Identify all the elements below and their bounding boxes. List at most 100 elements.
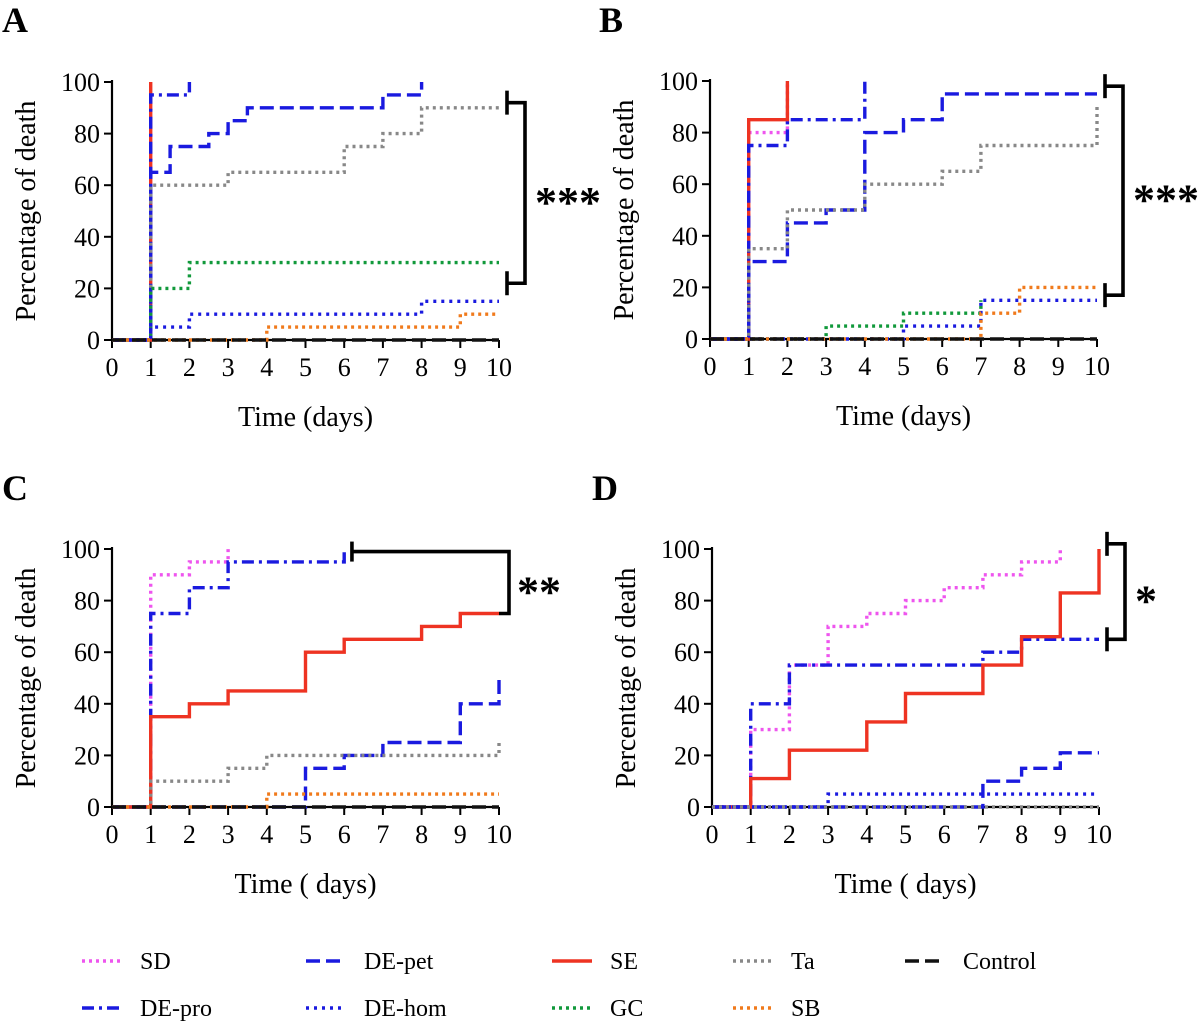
- panel-letter: A: [2, 0, 28, 40]
- x-tick-label: 5: [899, 820, 912, 849]
- legend-label: DE-pet: [364, 949, 434, 975]
- x-tick-label: 7: [974, 352, 987, 381]
- y-tick-label: 0: [87, 326, 100, 355]
- legend-item-SD: SD: [82, 949, 171, 975]
- x-tick-label: 9: [454, 820, 467, 849]
- series-line-GC: [710, 300, 983, 341]
- series-line-GC: [112, 260, 499, 342]
- x-tick-label: 1: [144, 820, 157, 849]
- x-tick-label: 4: [260, 820, 273, 849]
- x-tick-label: 3: [822, 820, 835, 849]
- y-tick-label: 80: [74, 587, 100, 616]
- y-tick-label: 40: [74, 223, 100, 252]
- series-line-SB: [112, 312, 499, 342]
- legend-label: SB: [791, 996, 820, 1022]
- x-tick-label: 8: [1015, 820, 1028, 849]
- panel-letter: C: [2, 468, 28, 508]
- x-tick-label: 0: [106, 353, 119, 382]
- x-tick-label: 1: [744, 820, 757, 849]
- x-tick-label: 10: [1084, 352, 1110, 381]
- x-tick-label: 7: [376, 820, 389, 849]
- y-tick-label: 100: [661, 535, 700, 564]
- y-tick-label: 40: [674, 690, 700, 719]
- y-tick-label: 80: [74, 120, 100, 149]
- series-line-SD: [712, 549, 1063, 809]
- series-line-SB: [112, 792, 499, 809]
- series-line-DE-hom: [112, 299, 499, 342]
- legend-label: GC: [610, 996, 643, 1022]
- legend-item-DE-hom: DE-hom: [306, 996, 447, 1022]
- x-tick-label: 6: [938, 820, 951, 849]
- legend-label: DE-pro: [140, 996, 212, 1022]
- legend-item-SB: SB: [733, 996, 820, 1022]
- series-line-SD: [112, 549, 230, 809]
- y-axis-label: Percentage of death: [11, 101, 42, 322]
- y-tick-label: 0: [685, 325, 698, 354]
- x-tick-label: 5: [299, 353, 312, 382]
- legend-label: Control: [963, 949, 1037, 975]
- x-tick-label: 2: [781, 352, 794, 381]
- y-tick-label: 0: [87, 793, 100, 822]
- legend-label: DE-hom: [364, 996, 447, 1022]
- legend-item-Control: Control: [905, 949, 1037, 975]
- y-axis-label: Percentage of death: [609, 100, 640, 321]
- x-axis-label: Time (days): [238, 402, 373, 433]
- legend-label: Ta: [791, 949, 815, 975]
- y-tick-label: 100: [61, 68, 100, 97]
- x-tick-label: 8: [415, 353, 428, 382]
- legend-label: SD: [140, 949, 171, 975]
- series-line-Ta: [112, 106, 499, 342]
- x-tick-label: 4: [860, 820, 873, 849]
- legend-item-Ta: Ta: [733, 949, 815, 975]
- y-tick-label: 80: [674, 587, 700, 616]
- y-tick-label: 60: [74, 638, 100, 667]
- x-tick-label: 3: [222, 353, 235, 382]
- significance-label: **: [517, 568, 561, 617]
- x-tick-label: 0: [106, 820, 119, 849]
- x-tick-label: 7: [376, 353, 389, 382]
- significance-label: *: [1135, 577, 1157, 626]
- series-line-Ta: [112, 742, 501, 809]
- legend-item-GC: GC: [552, 996, 643, 1022]
- series-line-SE: [112, 82, 153, 342]
- series-line-SE: [112, 611, 499, 809]
- y-tick-label: 100: [61, 535, 100, 564]
- significance-label: ***: [1133, 176, 1199, 225]
- x-tick-label: 3: [820, 352, 833, 381]
- series-line-DE-pet: [712, 751, 1099, 809]
- y-tick-label: 60: [74, 171, 100, 200]
- x-tick-label: 10: [486, 353, 512, 382]
- x-tick-label: 3: [222, 820, 235, 849]
- y-tick-label: 20: [672, 273, 698, 302]
- series-line-DE-hom: [712, 792, 1099, 809]
- x-tick-label: 8: [1013, 352, 1026, 381]
- x-tick-label: 2: [783, 820, 796, 849]
- x-tick-label: 4: [260, 353, 273, 382]
- x-tick-label: 10: [486, 820, 512, 849]
- sig-bracket: [507, 100, 527, 286]
- sig-bracket: [1107, 542, 1127, 642]
- sig-bracket: [351, 549, 511, 616]
- x-tick-label: 6: [338, 820, 351, 849]
- x-tick-label: 9: [454, 353, 467, 382]
- series-line-Ta: [710, 106, 1099, 341]
- y-tick-label: 20: [674, 741, 700, 770]
- x-tick-label: 2: [183, 820, 196, 849]
- legend: SD DE-pet SE Ta Control DE-pro DE-hom GC SB: [82, 949, 1037, 1022]
- x-tick-label: 5: [299, 820, 312, 849]
- panel-letter: B: [599, 0, 623, 40]
- x-tick-label: 0: [704, 352, 717, 381]
- y-tick-label: 60: [674, 638, 700, 667]
- x-tick-label: 6: [936, 352, 949, 381]
- y-tick-label: 60: [672, 170, 698, 199]
- significance-label: ***: [535, 178, 601, 227]
- x-axis-label: Time ( days): [834, 869, 976, 900]
- x-axis-label: Time ( days): [234, 869, 376, 900]
- panel-letter: D: [592, 468, 618, 508]
- x-tick-label: 9: [1052, 352, 1065, 381]
- x-tick-label: 1: [742, 352, 755, 381]
- sig-bracket: [1105, 84, 1125, 297]
